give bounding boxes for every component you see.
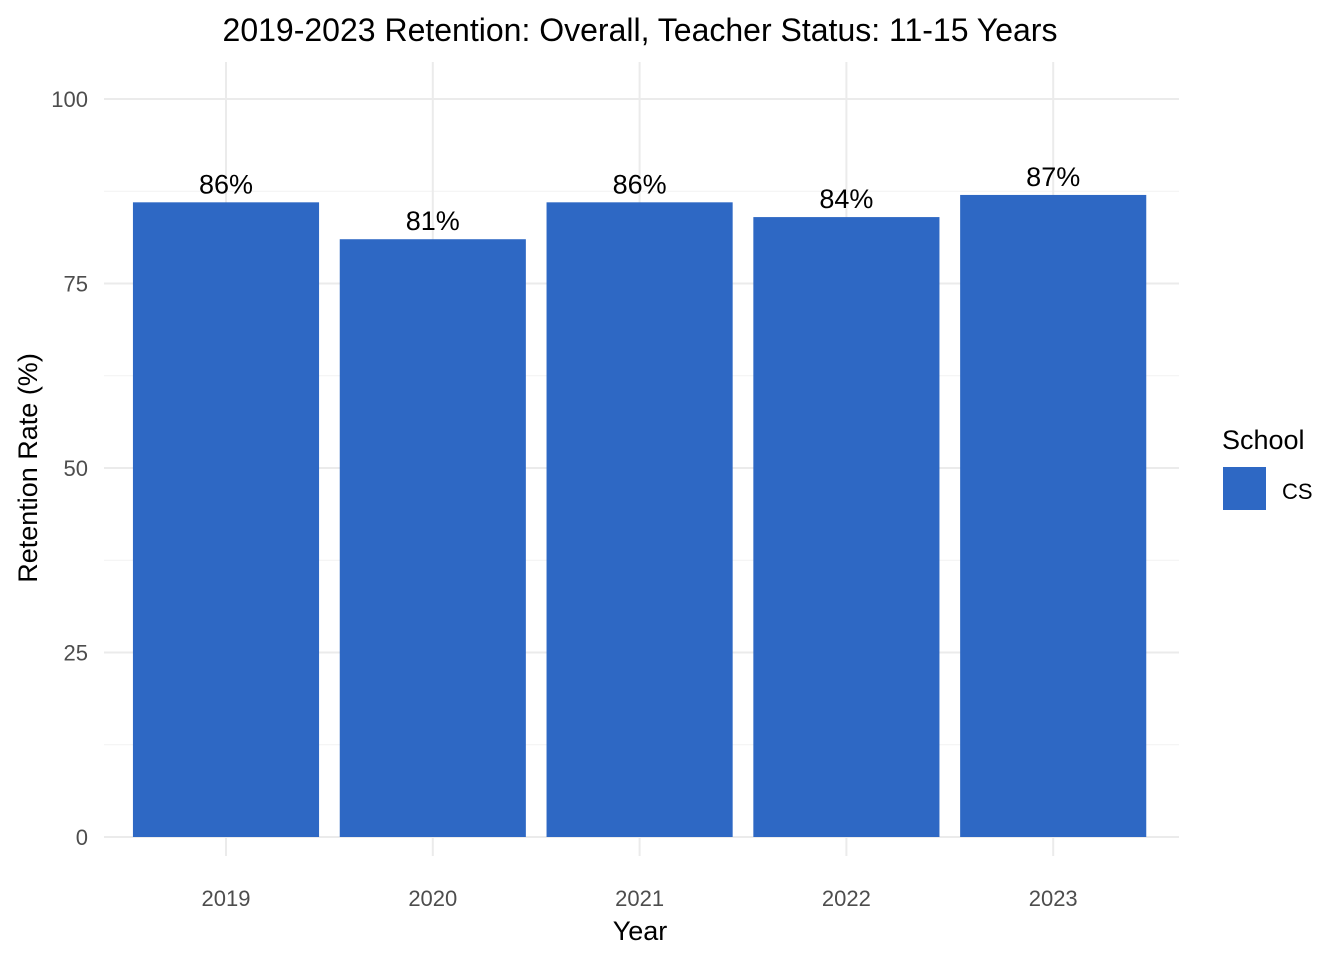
- legend-title: School: [1222, 425, 1305, 455]
- bar-2019: [132, 202, 320, 837]
- bar-labels: 86% 81% 86% 84% 87%: [199, 162, 1080, 236]
- x-axis-ticks: 2019 2020 2021 2022 2023: [202, 886, 1078, 911]
- chart-title: 2019-2023 Retention: Overall, Teacher St…: [223, 12, 1058, 48]
- legend-label-cs: CS: [1282, 479, 1313, 504]
- bars: [132, 194, 1147, 838]
- y-tick-label: 100: [51, 87, 88, 112]
- bar-label-2020: 81%: [406, 206, 460, 236]
- legend-swatch-cs: [1223, 467, 1266, 510]
- bar-2021: [546, 202, 733, 837]
- bar-label-2021: 86%: [613, 169, 667, 199]
- legend: School CS: [1222, 425, 1313, 510]
- y-tick-label: 25: [64, 641, 88, 666]
- y-tick-label: 75: [64, 272, 88, 297]
- bar-2020: [339, 239, 526, 838]
- y-axis-ticks: 0 25 50 75 100: [51, 87, 88, 850]
- bar-label-2022: 84%: [819, 184, 873, 214]
- x-tick-label: 2020: [408, 886, 457, 911]
- y-tick-label: 50: [64, 456, 88, 481]
- bar-label-2019: 86%: [199, 169, 253, 199]
- x-axis-title: Year: [613, 916, 668, 946]
- x-tick-label: 2019: [202, 886, 251, 911]
- bar-2022: [753, 217, 940, 837]
- y-axis-title: Retention Rate (%): [13, 353, 43, 583]
- bar-label-2023: 87%: [1026, 162, 1080, 192]
- y-tick-label: 0: [76, 825, 88, 850]
- x-tick-label: 2023: [1029, 886, 1078, 911]
- bar-2023: [960, 194, 1147, 837]
- x-tick-label: 2021: [615, 886, 664, 911]
- x-tick-label: 2022: [822, 886, 871, 911]
